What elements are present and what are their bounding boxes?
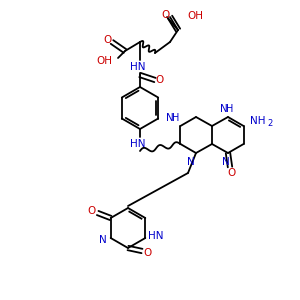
Text: H: H (172, 113, 179, 123)
Text: HN: HN (148, 231, 163, 241)
Text: O: O (156, 75, 164, 85)
Text: OH: OH (96, 56, 112, 66)
Text: HN: HN (130, 139, 146, 149)
Text: 2: 2 (267, 119, 272, 128)
Text: N: N (187, 157, 195, 167)
Text: N: N (222, 157, 230, 167)
Text: OH: OH (187, 11, 203, 21)
Text: O: O (103, 35, 111, 45)
Text: N: N (220, 104, 228, 114)
Text: O: O (161, 10, 169, 20)
Text: N: N (166, 113, 173, 123)
Text: O: O (88, 206, 96, 216)
Text: O: O (144, 248, 152, 258)
Text: NH: NH (250, 116, 265, 126)
Text: N: N (99, 235, 106, 245)
Text: HN: HN (130, 62, 146, 72)
Text: O: O (228, 168, 236, 178)
Text: H: H (226, 104, 234, 114)
